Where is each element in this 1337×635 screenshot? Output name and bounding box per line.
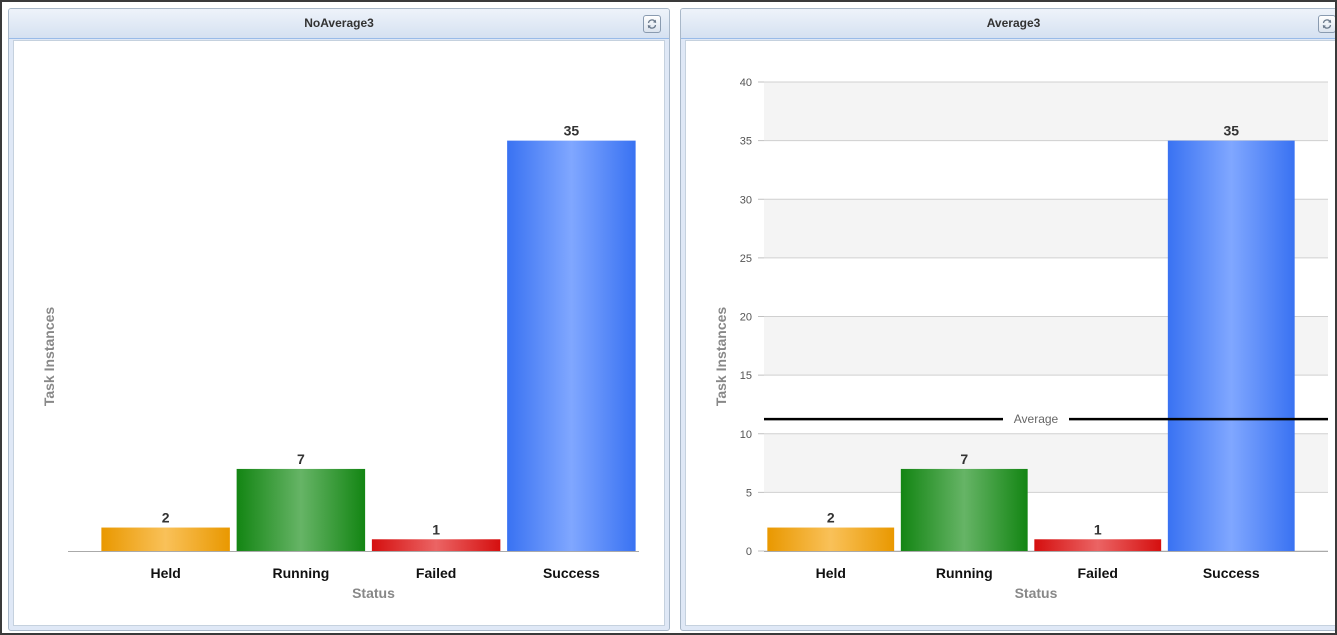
x-axis-title: Status [352,585,395,601]
x-tick-label: Success [543,565,600,581]
data-label: 2 [827,510,835,526]
data-label: 1 [1094,521,1102,537]
chart-area: 0 5 10 15 20 25 30 35 40 2 Held 7 Running 1 Failed 35 Su… [685,40,1337,626]
x-tick-label: Failed [1078,565,1118,581]
refresh-button[interactable] [643,15,661,33]
chart-area: 2 Held 7 Running 1 Failed 35 Success Status Task … [13,40,665,626]
bar-chart: 0 5 10 15 20 25 30 35 40 2 Held 7 Running 1 Failed 35 Su… [713,77,1328,601]
panel-header: NoAverage3 [9,9,669,39]
refresh-icon [647,19,657,29]
y-tick-label: 30 [740,194,752,206]
average-label: Average [1014,412,1059,426]
x-tick-label: Success [1203,565,1260,581]
data-label: 7 [297,451,305,467]
bar-success[interactable] [507,140,636,551]
y-tick-label: 15 [740,370,752,382]
bar-held[interactable] [767,527,895,551]
x-tick-label: Running [936,565,993,581]
bar-running[interactable] [236,468,366,551]
y-tick-label: 5 [746,487,752,499]
chart-panel-average3: Average3 0 5 10 15 20 25 30 35 40 2 Held 7 Running 1 F… [680,8,1337,631]
x-tick-label: Held [150,565,180,581]
bar-held[interactable] [101,527,230,551]
y-tick-label: 0 [746,546,752,558]
chart-panel-noaverage3: NoAverage3 2 Held 7 Running 1 Failed 35 Success… [8,8,670,631]
data-label: 7 [960,451,968,467]
x-axis-title: Status [1015,585,1058,601]
data-label: 35 [564,123,580,139]
grid-band [764,82,1328,141]
y-tick-label: 25 [740,253,752,265]
y-axis-title: Task Instances [41,307,57,407]
refresh-icon [1322,19,1332,29]
bar-failed[interactable] [1034,539,1162,551]
bar-chart: 2 Held 7 Running 1 Failed 35 Success Status Task … [41,123,639,601]
x-tick-label: Held [816,565,846,581]
y-tick-label: 35 [740,136,752,148]
x-tick-label: Running [272,565,329,581]
data-label: 1 [432,521,440,537]
x-tick-label: Failed [416,565,456,581]
data-label: 2 [162,510,170,526]
refresh-button[interactable] [1318,15,1336,33]
bar-failed[interactable] [371,539,501,551]
bar-success[interactable] [1167,140,1295,551]
panel-title: NoAverage3 [304,16,374,30]
y-axis-title: Task Instances [713,307,729,407]
y-tick-label: 20 [740,312,752,324]
y-tick-label: 10 [740,429,752,441]
bar-running[interactable] [900,468,1028,551]
panel-header: Average3 [681,9,1337,39]
y-tick-label: 40 [740,77,752,89]
data-label: 35 [1223,123,1239,139]
panel-title: Average3 [986,16,1041,30]
